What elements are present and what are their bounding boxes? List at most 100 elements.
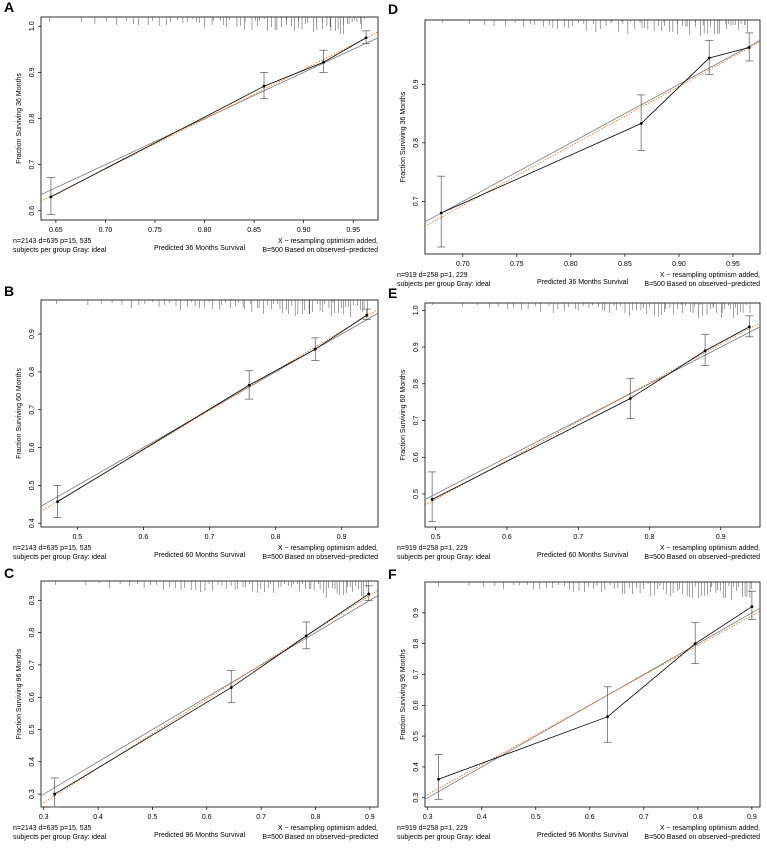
footnote-right: X − resampling optimism added, B=500 Base… (644, 545, 760, 561)
data-point (364, 36, 368, 40)
y-tick-label: 0.3 (413, 793, 420, 803)
y-tick-label: 0.4 (29, 757, 36, 767)
data-point (229, 686, 233, 689)
data-point (703, 349, 707, 353)
y-axis-label: Fraction Surviving 36 Months (400, 91, 407, 182)
footnote-right: X − resampling optimism added, B=500 Base… (262, 825, 378, 841)
footnote-left-line: subjects per group Gray: ideal (13, 554, 107, 561)
data-point (747, 46, 751, 49)
y-tick-label: 0.8 (413, 639, 420, 649)
footnote-left: n=919 d=258 p=1, 229 subjects per group G… (397, 825, 491, 841)
footnote-right-line: X − resampling optimism added, (660, 825, 760, 832)
y-tick-label: 0.8 (413, 379, 420, 389)
error-bar (364, 585, 373, 601)
x-tick-label: 0.85 (618, 261, 632, 268)
panel-letter: C (4, 565, 14, 581)
x-tick-label: 0.9 (716, 534, 726, 541)
panel-b: B 0.5 0.6 0.7 0.8 0.9 0.4 0.5 0.6 0.7 0.8 0.9 Fracti… (4, 283, 379, 561)
observed-line (57, 314, 367, 502)
panel-f: F 0.3 0.4 0.5 0.6 0.7 0.8 0.9 0.3 0.4 0.5 0.6 0.7 0.8… (388, 566, 761, 841)
y-tick-label: 0.9 (29, 67, 36, 77)
corrected-fit-line (424, 41, 761, 227)
data-point (606, 715, 610, 719)
data-point (322, 60, 325, 64)
y-axis-label: Fraction Surviving 36 Months (16, 73, 23, 164)
ideal-line (40, 312, 379, 507)
x-tick-label: 0.4 (93, 814, 103, 821)
x-tick-label: 0.5 (148, 814, 158, 821)
footnote-right: X − resampling optimism added, B=500 Base… (262, 238, 378, 254)
x-tick-label: 0.7 (639, 814, 649, 821)
plot-frame (40, 16, 379, 221)
x-tick-label: 0.8 (271, 534, 281, 541)
x-tick-label: 0.7 (256, 814, 266, 821)
error-bar (50, 777, 59, 808)
x-tick-label: 0.3 (39, 814, 49, 821)
footnote-right-line: B=500 Based on observed−predicted (262, 834, 378, 841)
x-tick-label: 0.6 (202, 814, 212, 821)
x-tick-label: 0.4 (477, 814, 487, 821)
y-tick-label: 0.7 (29, 405, 36, 415)
y-tick-label: 0.6 (29, 206, 36, 216)
y-tick-label: 0.9 (29, 595, 36, 605)
x-tick-label: 0.95 (726, 261, 740, 268)
x-tick-label: 0.85 (247, 227, 261, 234)
x-tick-label: 0.6 (139, 534, 149, 541)
error-bar (428, 471, 437, 522)
y-tick-label: 1.0 (413, 305, 420, 315)
rug-ticks (441, 20, 748, 36)
footnote-right-line: X − resampling optimism added, (278, 545, 378, 552)
x-axis-label: Predicted 96 Months Survival (537, 832, 628, 839)
rug-ticks (56, 300, 368, 317)
panel-letter: E (388, 285, 397, 301)
x-axis-label: Predicted 36 Months Survival (537, 279, 628, 286)
y-axis-label: Fraction Surviving 60 Months (16, 368, 23, 459)
error-bar (745, 315, 754, 338)
footnote-right-line: X − resampling optimism added, (278, 825, 378, 832)
y-tick-label: 0.8 (29, 367, 36, 377)
data-point (247, 383, 251, 387)
x-tick-label: 0.6 (502, 534, 512, 541)
y-tick-label: 0.8 (29, 628, 36, 638)
x-tick-label: 0.9 (337, 534, 347, 541)
panel-d: D 0.70 0.75 0.80 0.85 0.90 0.95 0.7 0.8 0.9 Fracti… (388, 1, 761, 288)
footnote-right: X − resampling optimism added, B=500 Base… (644, 272, 760, 288)
x-tick-label: 0.8 (311, 814, 321, 821)
rug-ticks (432, 303, 751, 318)
x-tick-label: 0.75 (510, 261, 524, 268)
x-tick-label: 0.9 (365, 814, 375, 821)
y-tick-label: 0.6 (413, 452, 420, 462)
error-bar (319, 49, 328, 73)
footnote-left-line: n=919 d=258 p=1, 229 (397, 545, 468, 552)
footnote-right-line: B=500 Based on observed−predicted (262, 247, 378, 254)
error-bar (626, 377, 635, 420)
observed-line (50, 37, 367, 198)
error-bar (745, 32, 754, 62)
y-tick-label: 1.0 (29, 21, 36, 31)
error-bar (46, 177, 55, 215)
x-tick-label: 0.80 (564, 261, 578, 268)
x-tick-label: 0.65 (49, 227, 63, 234)
x-tick-label: 0.5 (72, 534, 82, 541)
y-tick-label: 0.5 (29, 480, 36, 490)
x-tick-label: 0.8 (693, 814, 703, 821)
footnote-left: n=2143 d=635 p=15, 535 subjects per group… (13, 825, 107, 841)
y-tick-label: 0.6 (29, 443, 36, 453)
y-tick-label: 0.7 (29, 160, 36, 170)
footnote-left-line: subjects per group Gray: ideal (397, 554, 491, 561)
data-point (313, 347, 317, 351)
y-tick-label: 0.6 (29, 692, 36, 702)
y-tick-label: 0.4 (29, 518, 36, 528)
data-point (367, 592, 371, 596)
data-point (747, 325, 751, 329)
data-point (56, 500, 59, 504)
footnote-left: n=919 d=258 p=1, 229 subjects per group G… (397, 272, 491, 288)
footnote-right-line: B=500 Based on observed−predicted (644, 281, 760, 288)
footnote-right-line: B=500 Based on observed−predicted (262, 554, 378, 561)
x-tick-label: 0.75 (148, 227, 162, 234)
error-bar (302, 621, 311, 650)
error-bar (691, 622, 700, 665)
error-bar (701, 333, 710, 366)
error-bar (245, 370, 254, 400)
error-bar (227, 670, 236, 704)
